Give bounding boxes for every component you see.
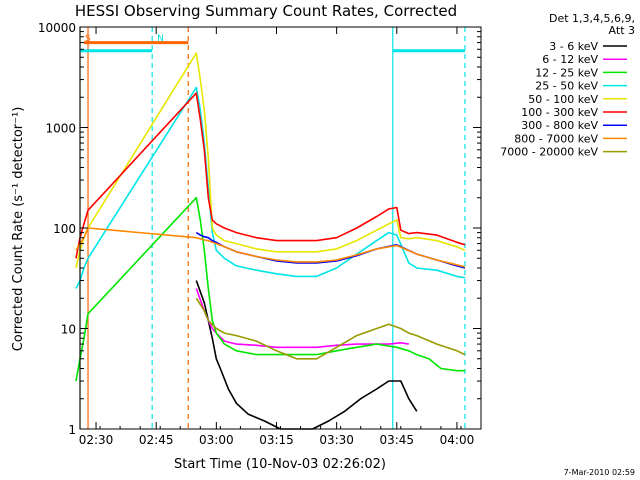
- series-line-7: [75, 227, 466, 268]
- x-axis-label: Start Time (10-Nov-03 02:26:02): [174, 457, 386, 472]
- legend-label-2: 12 - 25 keV: [535, 66, 598, 79]
- y-tick-label-1: 10: [61, 323, 76, 337]
- x-tick-label-1: 02:45: [139, 433, 174, 447]
- x-tick-label-3: 03:15: [259, 433, 294, 447]
- legend-label-0: 3 - 6 keV: [549, 40, 598, 53]
- plot-area: NS: [75, 27, 466, 430]
- series-line-8: [195, 297, 466, 360]
- legend-label-1: 6 - 12 keV: [542, 53, 598, 66]
- series-line-4: [75, 52, 466, 269]
- axes: 02:30 02:45 03:00 03:15 03:30 03:45 04:00 1 10 10…: [38, 21, 482, 447]
- marker-label-1: N: [157, 34, 164, 44]
- y-axis-label: Corrected Count Rate (s⁻¹ detector⁻¹): [11, 107, 26, 352]
- x-tick-label-0: 02:30: [79, 433, 114, 447]
- legend-label-7: 800 - 7000 keV: [514, 132, 598, 145]
- chart-title: HESSI Observing Summary Count Rates, Cor…: [75, 2, 457, 20]
- x-tick-label-4: 03:30: [319, 433, 354, 447]
- series-line-3: [75, 86, 466, 289]
- x-tick-label-6: 04:00: [440, 433, 475, 447]
- x-tick-label-5: 03:45: [379, 433, 414, 447]
- series-line-5: [75, 92, 466, 259]
- footer-timestamp: 7-Mar-2010 02:59: [564, 468, 635, 477]
- legend-label-4: 50 - 100 keV: [528, 93, 598, 106]
- legend-header-1: Att 3: [609, 24, 635, 37]
- legend-label-8: 7000 - 20000 keV: [500, 146, 598, 159]
- y-tick-label-2: 100: [53, 222, 76, 236]
- y-tick-label-3: 1000: [45, 122, 76, 136]
- x-tick-label-2: 03:00: [199, 433, 234, 447]
- legend-label-3: 25 - 50 keV: [535, 80, 598, 93]
- legend-header-0: Det 1,3,4,5,6,9,: [549, 12, 635, 25]
- legend-label-6: 300 - 800 keV: [521, 119, 598, 132]
- y-tick-label-0: 1: [68, 423, 76, 437]
- legend-label-5: 100 - 300 keV: [521, 106, 598, 119]
- y-tick-label-4: 10000: [38, 21, 76, 35]
- series-line-2: [75, 196, 465, 382]
